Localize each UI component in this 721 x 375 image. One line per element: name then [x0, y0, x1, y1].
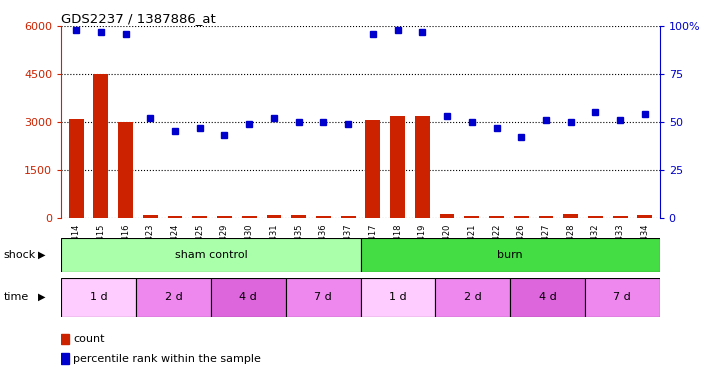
Bar: [291, 215, 306, 217]
Bar: [366, 120, 380, 218]
Bar: [136, 278, 211, 317]
Bar: [286, 278, 360, 317]
Text: 4 d: 4 d: [539, 292, 557, 302]
Bar: [61, 238, 360, 272]
Text: sham control: sham control: [174, 250, 247, 260]
Text: count: count: [74, 334, 105, 344]
Bar: [193, 216, 207, 217]
Bar: [585, 278, 660, 317]
Bar: [167, 216, 182, 217]
Bar: [464, 216, 479, 217]
Bar: [360, 278, 435, 317]
Bar: [61, 334, 68, 344]
Bar: [588, 216, 603, 217]
Bar: [489, 216, 504, 217]
Bar: [267, 215, 281, 217]
Bar: [94, 74, 108, 217]
Bar: [415, 116, 430, 218]
Bar: [242, 216, 257, 217]
Bar: [341, 216, 355, 217]
Text: ▶: ▶: [37, 292, 45, 302]
Bar: [514, 216, 528, 217]
Bar: [390, 116, 405, 218]
Text: burn: burn: [497, 250, 523, 260]
Bar: [435, 278, 510, 317]
Text: 2 d: 2 d: [164, 292, 182, 302]
Text: shock: shock: [4, 250, 36, 260]
Text: 7 d: 7 d: [614, 292, 631, 302]
Text: time: time: [4, 292, 29, 302]
Bar: [316, 216, 331, 217]
Bar: [613, 216, 627, 217]
Bar: [360, 238, 660, 272]
Bar: [217, 216, 232, 217]
Bar: [440, 214, 454, 217]
Bar: [211, 278, 286, 317]
Bar: [563, 214, 578, 217]
Bar: [61, 353, 68, 364]
Text: GDS2237 / 1387886_at: GDS2237 / 1387886_at: [61, 12, 216, 25]
Bar: [539, 216, 554, 217]
Text: 2 d: 2 d: [464, 292, 482, 302]
Bar: [637, 215, 653, 217]
Text: percentile rank within the sample: percentile rank within the sample: [74, 354, 261, 363]
Text: 1 d: 1 d: [90, 292, 107, 302]
Text: 4 d: 4 d: [239, 292, 257, 302]
Text: 1 d: 1 d: [389, 292, 407, 302]
Text: 7 d: 7 d: [314, 292, 332, 302]
Bar: [61, 278, 136, 317]
Bar: [68, 118, 84, 218]
Bar: [510, 278, 585, 317]
Bar: [143, 215, 158, 217]
Bar: [118, 122, 133, 218]
Text: ▶: ▶: [37, 250, 45, 260]
